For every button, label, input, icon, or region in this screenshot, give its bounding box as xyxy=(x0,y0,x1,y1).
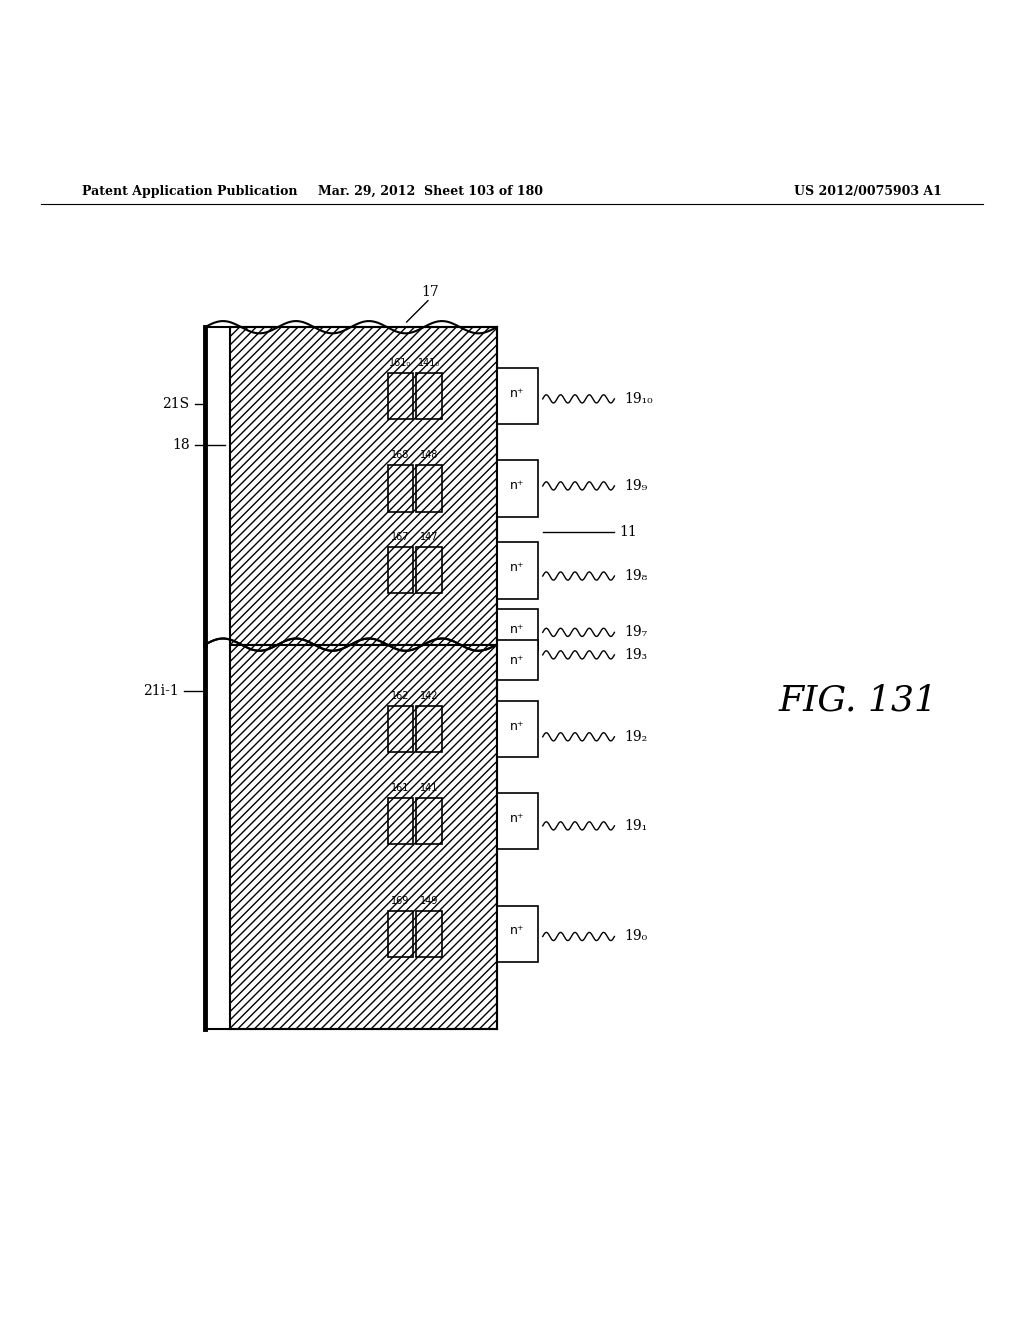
FancyBboxPatch shape xyxy=(416,548,442,594)
Text: n⁺: n⁺ xyxy=(510,623,524,636)
Text: 162: 162 xyxy=(391,690,410,701)
FancyBboxPatch shape xyxy=(497,639,538,681)
Text: 19₉: 19₉ xyxy=(625,479,648,492)
Text: 19₁₀: 19₁₀ xyxy=(625,392,653,405)
FancyBboxPatch shape xyxy=(387,548,414,594)
FancyBboxPatch shape xyxy=(416,799,442,845)
Text: 19₃: 19₃ xyxy=(625,648,648,661)
Text: 19₁: 19₁ xyxy=(625,818,648,833)
Text: 148: 148 xyxy=(420,450,438,461)
Text: US 2012/0075903 A1: US 2012/0075903 A1 xyxy=(795,185,942,198)
Text: 142: 142 xyxy=(420,690,438,701)
Text: Patent Application Publication: Patent Application Publication xyxy=(82,185,297,198)
FancyBboxPatch shape xyxy=(387,374,414,420)
Text: 141₀: 141₀ xyxy=(418,358,440,368)
FancyBboxPatch shape xyxy=(387,799,414,845)
FancyBboxPatch shape xyxy=(497,461,538,516)
Text: 19₀: 19₀ xyxy=(625,929,648,944)
Text: n⁺: n⁺ xyxy=(510,387,524,400)
Text: n⁺: n⁺ xyxy=(510,653,524,667)
FancyBboxPatch shape xyxy=(416,374,442,420)
Text: 11: 11 xyxy=(620,525,637,539)
Text: 141: 141 xyxy=(420,783,438,793)
Text: 19₇: 19₇ xyxy=(625,626,648,639)
FancyBboxPatch shape xyxy=(497,543,538,598)
Text: 161₀: 161₀ xyxy=(389,358,412,368)
FancyBboxPatch shape xyxy=(416,466,442,512)
FancyBboxPatch shape xyxy=(416,911,442,957)
Text: 168: 168 xyxy=(391,450,410,461)
Text: n⁺: n⁺ xyxy=(510,479,524,492)
Text: n⁺: n⁺ xyxy=(510,812,524,825)
Text: Mar. 29, 2012  Sheet 103 of 180: Mar. 29, 2012 Sheet 103 of 180 xyxy=(317,185,543,198)
Text: 19₂: 19₂ xyxy=(625,730,648,743)
Text: 147: 147 xyxy=(420,532,438,543)
Polygon shape xyxy=(230,644,497,1028)
Text: 17: 17 xyxy=(421,285,439,298)
FancyBboxPatch shape xyxy=(387,911,414,957)
FancyBboxPatch shape xyxy=(497,793,538,850)
FancyBboxPatch shape xyxy=(416,706,442,752)
Text: 169: 169 xyxy=(391,896,410,906)
Text: 19₈: 19₈ xyxy=(625,569,648,583)
Text: n⁺: n⁺ xyxy=(510,561,524,574)
Text: 21S: 21S xyxy=(163,397,189,411)
Text: 18: 18 xyxy=(172,438,189,451)
FancyBboxPatch shape xyxy=(387,466,414,512)
FancyBboxPatch shape xyxy=(497,609,538,649)
FancyBboxPatch shape xyxy=(497,701,538,758)
Text: FIG. 131: FIG. 131 xyxy=(778,684,937,718)
Text: n⁺: n⁺ xyxy=(510,924,524,937)
Text: 21i-1: 21i-1 xyxy=(143,684,179,698)
Text: 149: 149 xyxy=(420,896,438,906)
FancyBboxPatch shape xyxy=(387,706,414,752)
Text: 167: 167 xyxy=(391,532,410,543)
Polygon shape xyxy=(230,327,497,644)
Text: n⁺: n⁺ xyxy=(510,719,524,733)
FancyBboxPatch shape xyxy=(497,906,538,962)
FancyBboxPatch shape xyxy=(497,368,538,425)
Text: 161: 161 xyxy=(391,783,410,793)
